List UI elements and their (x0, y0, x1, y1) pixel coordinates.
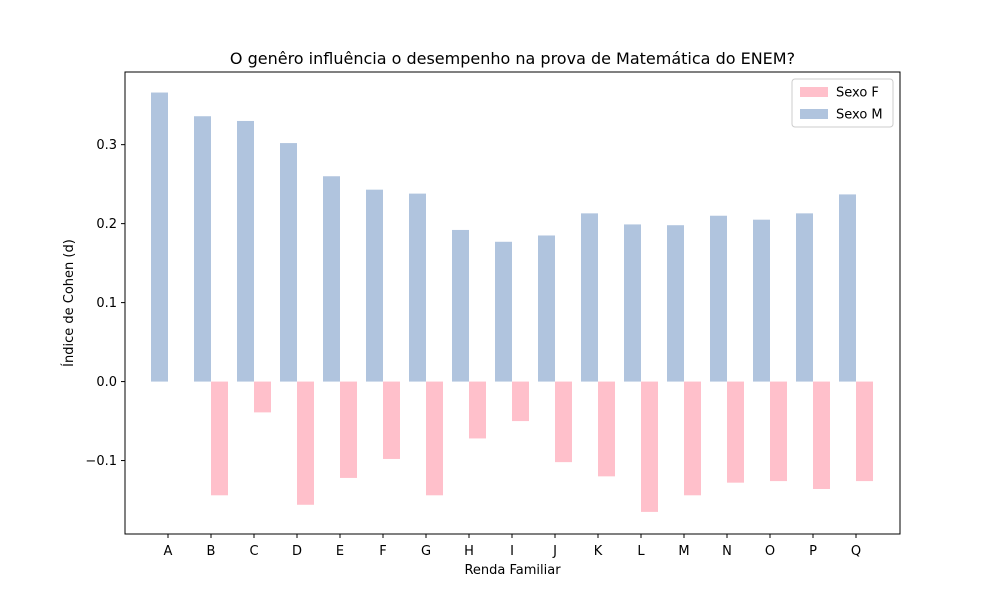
bar-sexo-m-f (366, 189, 383, 382)
bar-sexo-m-e (323, 176, 340, 382)
x-tick-label: I (510, 544, 514, 559)
bar-sexo-m-c (237, 120, 254, 382)
x-tick-label: H (464, 544, 474, 559)
legend: Sexo F Sexo M (791, 78, 894, 128)
x-tick-label: J (552, 544, 557, 559)
bar-sexo-f-i (512, 381, 529, 422)
bar-sexo-f-q (856, 381, 873, 482)
bar-sexo-m-k (581, 213, 598, 382)
bar-sexo-m-o (753, 219, 770, 382)
legend-label-sexo-f: Sexo F (836, 86, 879, 101)
y-tick-label: 0.2 (96, 217, 117, 232)
y-tick-label: 0.1 (96, 296, 117, 311)
x-tick-label: C (249, 544, 258, 559)
x-tick-label: L (637, 544, 645, 559)
x-tick-label: N (722, 544, 732, 559)
bar-sexo-f-h (469, 381, 486, 439)
y-tick-label: 0.0 (96, 375, 117, 390)
bar-sexo-m-j (538, 235, 555, 382)
bar-sexo-f-e (340, 381, 357, 478)
axes-group: −0.1 0.0 0.1 0.2 0.3 A B C D E F G H I J K L M N O P Q (85, 71, 901, 559)
y-tick-label: 0.3 (96, 138, 117, 153)
x-tick-label: M (678, 544, 689, 559)
bar-sexo-m-p (796, 213, 813, 382)
bar-sexo-m-h (452, 229, 469, 382)
bar-sexo-f-m (684, 381, 701, 496)
x-tick-label: D (292, 544, 302, 559)
y-axis-label: Índice de Cohen (d) (61, 239, 77, 367)
chart-title: O genêro influência o desempenho na prov… (230, 49, 795, 68)
bar-sexo-m-l (624, 224, 641, 382)
bar-sexo-f-l (641, 381, 658, 512)
x-tick-label: B (207, 544, 216, 559)
legend-swatch-sexo-m (800, 109, 828, 119)
bar-sexo-f-d (297, 381, 314, 505)
bars-group (151, 92, 873, 512)
x-tick-label: Q (851, 544, 861, 559)
bar-sexo-f-k (598, 381, 615, 477)
bar-sexo-f-g (426, 381, 443, 496)
legend-swatch-sexo-f (800, 87, 828, 97)
legend-label-sexo-m: Sexo M (836, 108, 883, 123)
bar-sexo-m-g (409, 193, 426, 382)
x-tick-label: A (164, 544, 173, 559)
bar-sexo-m-b (194, 116, 211, 382)
x-tick-label: G (421, 544, 431, 559)
bar-sexo-m-i (495, 241, 512, 382)
bar-sexo-f-j (555, 381, 572, 463)
x-tick-label: E (336, 544, 344, 559)
bar-sexo-m-m (667, 225, 684, 382)
bar-sexo-f-f (383, 381, 400, 459)
bar-sexo-f-b (211, 381, 228, 496)
x-tick-label: F (379, 544, 386, 559)
bar-sexo-m-n (710, 215, 727, 382)
x-tick-label: O (765, 544, 775, 559)
x-axis-label: Renda Familiar (464, 563, 561, 578)
bar-sexo-f-o (770, 381, 787, 482)
x-tick-label: K (594, 544, 603, 559)
bar-sexo-m-a (151, 92, 168, 382)
bar-sexo-f-p (813, 381, 830, 489)
bar-sexo-m-d (280, 143, 297, 382)
x-tick-label: P (809, 544, 817, 559)
bar-sexo-f-c (254, 381, 271, 413)
bar-sexo-f-n (727, 381, 744, 483)
y-tick-label: −0.1 (85, 454, 117, 469)
bar-sexo-m-q (839, 194, 856, 382)
